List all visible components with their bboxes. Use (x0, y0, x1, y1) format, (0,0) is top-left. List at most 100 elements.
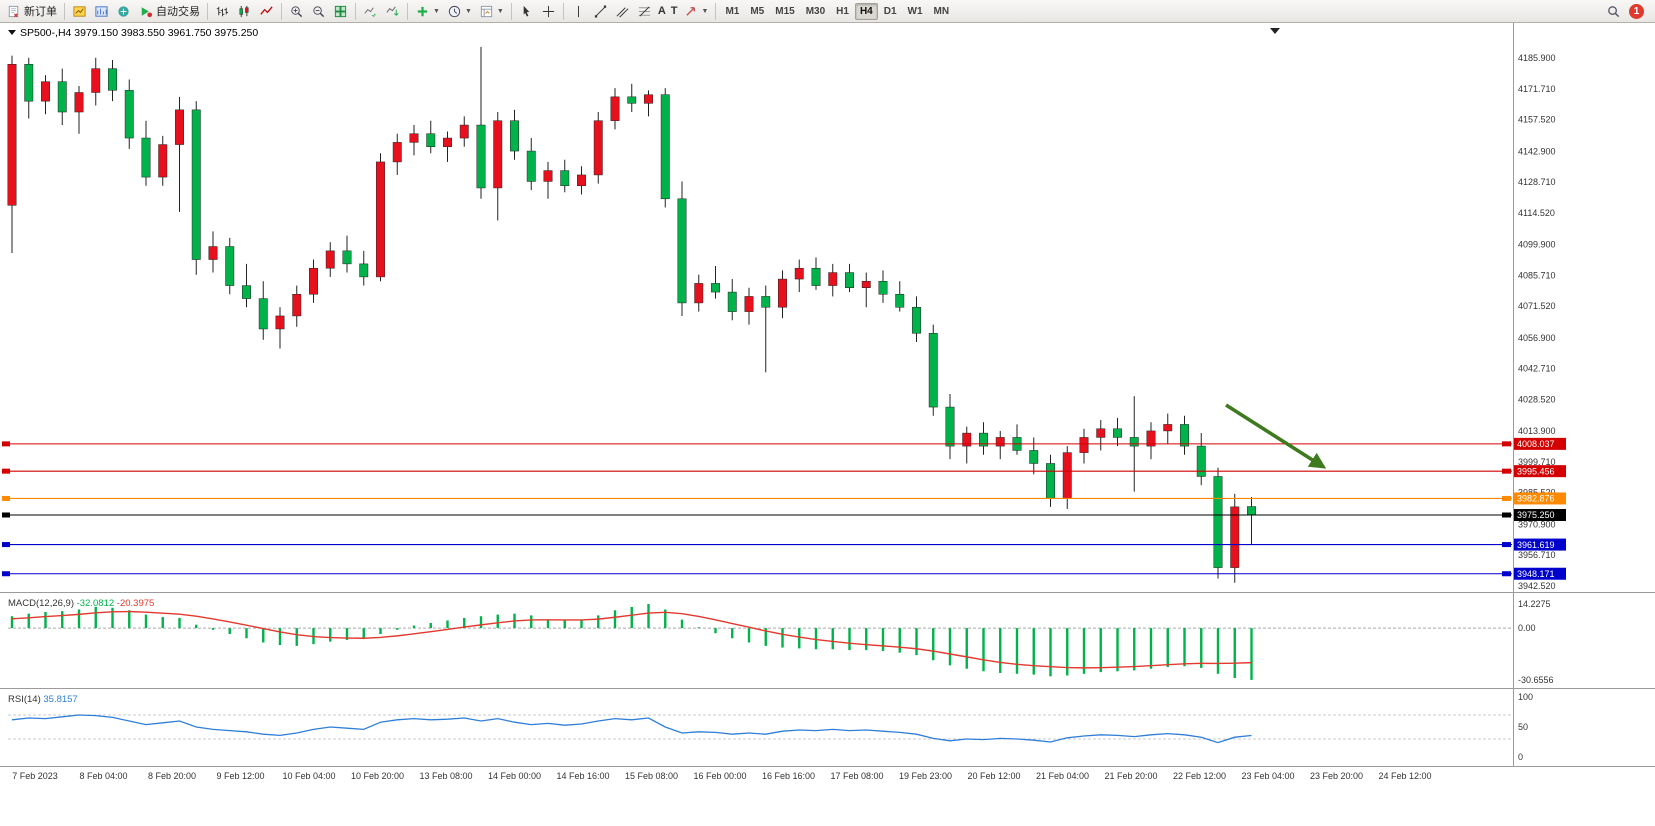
trendline-tool-button[interactable] (590, 3, 611, 20)
candle-body (175, 109, 184, 145)
chevron-down-icon: ▼ (496, 7, 504, 15)
candle-body (1113, 428, 1122, 438)
candle-body (191, 109, 201, 260)
profiles-button[interactable] (91, 3, 112, 20)
hlines-layer[interactable] (2, 441, 1512, 577)
candle-body (359, 263, 369, 278)
profiles-icon (95, 5, 108, 17)
label-tool-button[interactable]: T (670, 5, 678, 17)
toolbar-separator (281, 2, 282, 20)
price-axis-label: 3956.710 (1518, 550, 1556, 560)
crosshair-tool-button[interactable] (538, 3, 559, 20)
candle-body (593, 120, 603, 176)
macd-label: MACD(12,26,9) -32.0812 -20.3975 (8, 598, 154, 609)
trend-arrow-annotation[interactable] (1225, 403, 1327, 469)
timeframe-h4-button[interactable]: H4 (854, 2, 878, 20)
time-axis-label: 21 Feb 04:00 (1036, 771, 1089, 781)
zoom-in-button[interactable] (286, 3, 307, 20)
tile-windows-button[interactable] (330, 3, 351, 20)
templates-button[interactable]: ▼ (476, 3, 507, 20)
periods-button[interactable]: ▼ (444, 3, 475, 20)
time-axis-label: 9 Feb 12:00 (216, 771, 264, 781)
new-chart-button[interactable] (69, 3, 90, 20)
fibonacci-tool-button[interactable] (634, 3, 655, 20)
symbol-caret-icon[interactable] (8, 30, 16, 35)
hline-left-marker (2, 468, 10, 474)
hline-left-marker (2, 441, 10, 447)
search-button[interactable] (1603, 3, 1624, 20)
chart-shift-button[interactable] (382, 3, 403, 20)
price-axis-label: 4157.520 (1518, 115, 1556, 125)
time-axis-label: 20 Feb 12:00 (967, 771, 1020, 781)
text-tool-button[interactable]: A (657, 5, 666, 17)
line-chart-icon (260, 5, 273, 15)
price-badge-label: 3982.876 (1517, 494, 1555, 504)
candlestick-mode-button[interactable] (234, 3, 255, 20)
bar-chart-icon (216, 6, 229, 16)
price-axis-label: 4185.900 (1518, 53, 1556, 63)
templates-icon (480, 5, 492, 17)
timeframe-m1-button[interactable]: M1 (725, 5, 740, 17)
autotrade-button[interactable]: 自动交易 (135, 2, 203, 20)
price-axis-label: 4099.900 (1518, 240, 1556, 250)
candle-body (1146, 430, 1156, 447)
candle-body (275, 315, 285, 330)
chart-menu-caret[interactable] (1270, 28, 1280, 34)
rsi-line (11, 714, 1252, 744)
cursor-icon (523, 5, 530, 16)
time-axis-label: 16 Feb 00:00 (693, 771, 746, 781)
candle-body (57, 81, 67, 113)
timeframe-m5-button[interactable]: M5 (750, 5, 765, 17)
candle-body (811, 267, 821, 286)
chart-background (0, 23, 1655, 826)
timeframe-m15-button[interactable]: M15 (775, 5, 795, 17)
cursor-tool-button[interactable] (516, 3, 537, 20)
candle-body (560, 170, 570, 187)
arrows-tool-button[interactable]: ▼ (681, 3, 712, 20)
candle-body (1213, 476, 1223, 568)
notification-badge[interactable]: 1 (1629, 3, 1644, 19)
candle-body (979, 432, 988, 447)
candle-body (476, 124, 486, 189)
arrow-tool-icon (685, 6, 695, 16)
rsi-panel: RSI(14) 35.8157 100 50 0 (8, 692, 1533, 762)
price-axis-label: 4114.520 (1518, 208, 1555, 218)
price-axis-label: 4085.710 (1518, 270, 1556, 280)
autotrade-label: 自动交易 (156, 6, 200, 18)
price-axis: 4185.900 4171.710 4157.520 4142.900 4128.710… (1514, 53, 1566, 591)
candle-body (610, 96, 620, 121)
channel-tool-button[interactable] (612, 3, 633, 20)
vertical-line-tool-button[interactable] (568, 3, 589, 20)
hline-right-marker (1502, 441, 1511, 447)
new-order-button[interactable]: 新订单 (3, 2, 60, 20)
bar-chart-mode-button[interactable] (212, 3, 233, 20)
time-axis-label: 7 Feb 2023 (12, 771, 58, 781)
line-chart-mode-button[interactable] (256, 3, 277, 20)
community-button[interactable] (113, 3, 134, 20)
candle-body (711, 283, 720, 293)
hline-right-marker (1502, 495, 1511, 501)
price-axis-label: 3942.520 (1518, 581, 1556, 591)
candle-body (510, 120, 519, 152)
zoom-out-button[interactable] (308, 3, 329, 20)
timeframe-d1-button[interactable]: D1 (883, 5, 897, 17)
candle-body (778, 278, 787, 308)
search-icon (1608, 5, 1620, 17)
candle-body (208, 246, 218, 260)
candle-body (627, 96, 637, 104)
timeframe-m30-button[interactable]: M30 (805, 5, 826, 17)
price-badge-label: 3961.619 (1517, 540, 1555, 550)
auto-scroll-button[interactable] (360, 3, 381, 20)
time-axis-label: 15 Feb 08:00 (625, 771, 678, 781)
candle-body (41, 81, 50, 102)
price-badge-label: 3975.250 (1517, 510, 1555, 520)
candle-body (141, 137, 151, 178)
crosshair-icon (542, 5, 554, 17)
timeframe-w1-button[interactable]: W1 (907, 5, 923, 17)
indicators-icon (417, 6, 428, 16)
timeframe-h1-button[interactable]: H1 (836, 5, 849, 17)
indicators-button[interactable]: ▼ (412, 3, 443, 20)
chart-canvas[interactable]: 4185.900 4171.710 4157.520 4142.900 4128.710… (0, 23, 1655, 826)
price-badge-label: 3948.171 (1517, 569, 1555, 579)
timeframe-mn-button[interactable]: MN (933, 5, 950, 17)
